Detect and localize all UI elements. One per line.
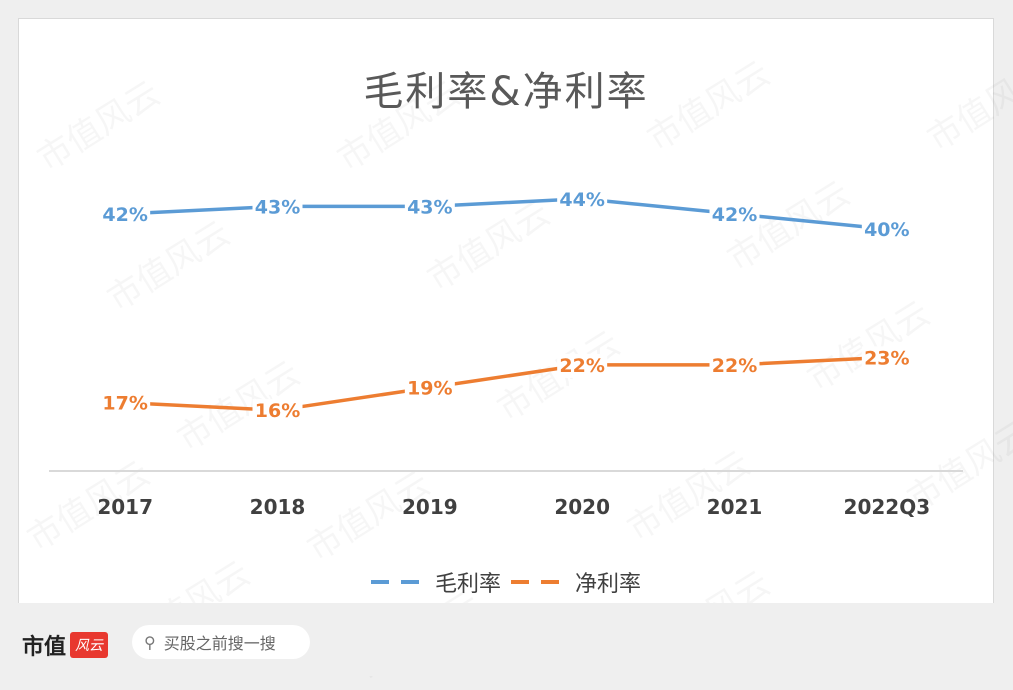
- data-label-bg: [252, 399, 303, 424]
- data-label: 44%: [559, 189, 604, 211]
- chart-card: 市值风云市值风云市值风云市值风云市值风云市值风云市值风云市值风云市值风云市值风云…: [18, 18, 994, 605]
- brand-logo[interactable]: 市值 风云: [22, 629, 109, 661]
- search-box[interactable]: ⚲ 买股之前搜一搜: [132, 625, 310, 659]
- data-label-bg: [557, 187, 608, 212]
- data-label: 17%: [102, 393, 147, 415]
- legend: 毛利率 净利率: [369, 567, 649, 597]
- brand-name: 市值: [22, 634, 67, 660]
- data-label: 42%: [712, 204, 757, 226]
- legend-swatch-gross-margin: [371, 580, 427, 584]
- data-label: 40%: [864, 219, 909, 241]
- x-tick-label: 2020: [554, 495, 610, 519]
- data-label-bg: [100, 391, 151, 416]
- data-label: 43%: [255, 196, 300, 218]
- x-tick-label: 2019: [402, 495, 458, 519]
- search-icon: ⚲: [144, 632, 156, 652]
- data-label-bg: [557, 353, 608, 378]
- data-label: 43%: [407, 196, 452, 218]
- data-label-bg: [861, 218, 912, 242]
- data-label-bg: [709, 202, 760, 227]
- data-label: 42%: [102, 204, 147, 226]
- brand-badge: 风云: [70, 632, 109, 658]
- legend-label-gross-margin: 毛利率: [435, 572, 502, 597]
- x-tick-label: 2017: [97, 495, 153, 519]
- series-line-gross-margin: [125, 197, 888, 231]
- data-label-bg: [100, 202, 151, 227]
- legend-label-net-margin: 净利率: [575, 572, 642, 597]
- chart-title: 毛利率&净利率: [363, 69, 649, 115]
- x-tick-label: 2021: [707, 495, 763, 519]
- x-tick-label: 2022Q3: [844, 495, 931, 519]
- legend-item-net-margin: 净利率: [509, 566, 641, 598]
- data-label-bg: [404, 195, 455, 220]
- data-label: 16%: [255, 400, 300, 422]
- footer-bar: 市值 风云 ⚲ 买股之前搜一搜: [0, 603, 1013, 676]
- search-placeholder: 买股之前搜一搜: [163, 634, 276, 653]
- data-label: 19%: [407, 378, 452, 400]
- legend-item-gross-margin: 毛利率: [369, 566, 501, 598]
- line-chart: 2017 2018 2019 2020 2021 2022Q3 42% 43% 43% 44% 42…: [49, 187, 963, 519]
- data-label-bg: [709, 353, 760, 378]
- series-line-net-margin: [125, 355, 887, 412]
- x-tick-label: 2018: [250, 495, 306, 519]
- data-label: 22%: [559, 355, 604, 377]
- data-label: 22%: [712, 355, 757, 377]
- data-label-bg: [404, 376, 455, 401]
- legend-swatch-net-margin: [511, 580, 568, 584]
- data-label-bg: [252, 195, 303, 220]
- data-label: 23%: [864, 347, 909, 369]
- data-label-bg: [861, 346, 912, 371]
